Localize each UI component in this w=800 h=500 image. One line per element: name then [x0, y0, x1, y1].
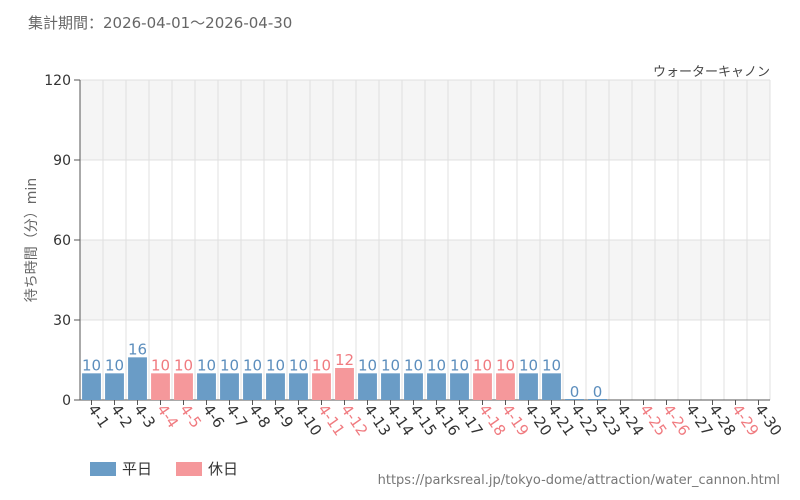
x-tick-label: 4-5	[176, 401, 205, 431]
bar-value-label: 10	[174, 356, 193, 374]
chart-legend: 平日 休日	[90, 458, 262, 479]
x-tick-label: 4-3	[130, 401, 159, 431]
legend-swatch-holiday	[176, 461, 203, 476]
bar-value-label: 10	[312, 356, 331, 374]
bar	[82, 373, 101, 400]
bar	[427, 373, 446, 400]
x-tick-label: 4-2	[107, 401, 136, 431]
x-tick-label: 4-8	[245, 401, 274, 431]
bar-value-label: 0	[593, 383, 603, 401]
bar	[450, 373, 469, 400]
bar	[289, 373, 308, 400]
bar	[381, 373, 400, 400]
bar	[496, 373, 515, 400]
bar	[565, 399, 584, 400]
bar	[105, 373, 124, 400]
bar	[151, 373, 170, 400]
y-axis-title: 待ち時間（分）min	[24, 178, 40, 302]
x-tick-label: 4-4	[153, 401, 182, 431]
bar	[519, 373, 538, 400]
bar-value-label: 10	[450, 356, 469, 374]
legend-label-holiday: 休日	[208, 460, 239, 478]
attraction-name: ウォーターキャノン	[652, 65, 770, 80]
bar	[243, 373, 262, 400]
x-tick-label: 4-1	[84, 401, 113, 431]
bar	[473, 373, 492, 400]
bar	[266, 373, 285, 400]
y-tick-label: 120	[44, 73, 71, 89]
bar	[220, 373, 239, 400]
bar-value-label: 10	[542, 356, 561, 374]
bar	[358, 373, 377, 400]
period-label: 集計期間：2026-04-01〜2026-04-30	[28, 14, 293, 32]
x-tick-label: 4-7	[222, 401, 251, 431]
bar	[542, 373, 561, 400]
bar	[404, 373, 423, 400]
legend-label-weekday: 平日	[122, 460, 153, 478]
y-tick-label: 60	[53, 233, 71, 249]
bar-value-label: 10	[473, 356, 492, 374]
x-tick-label: 4-9	[268, 401, 297, 431]
legend-swatch-weekday	[90, 461, 116, 476]
bar-value-label: 10	[404, 356, 423, 374]
bar	[197, 373, 216, 400]
x-tick-label: 4-6	[199, 401, 228, 431]
bar-value-label: 10	[496, 356, 515, 374]
bar-value-label: 10	[519, 356, 538, 374]
bar-value-label: 16	[128, 340, 147, 358]
bar-value-label: 10	[381, 356, 400, 374]
bar-value-label: 10	[151, 356, 170, 374]
bar-value-label: 10	[289, 356, 308, 374]
source-url[interactable]: https://parksreal.jp/tokyo-dome/attracti…	[377, 473, 780, 488]
y-tick-label: 90	[53, 153, 71, 169]
legend-item-weekday: 平日	[90, 458, 152, 479]
bar-value-label: 10	[82, 356, 101, 374]
bar-value-label: 10	[358, 356, 377, 374]
bar-value-label: 10	[197, 356, 216, 374]
bar-value-label: 0	[570, 383, 580, 401]
bar	[335, 368, 354, 400]
bar	[312, 373, 331, 400]
legend-item-holiday: 休日	[176, 458, 238, 479]
bar	[174, 373, 193, 400]
bar-value-label: 10	[105, 356, 124, 374]
bar	[128, 357, 147, 400]
bar-value-label: 10	[220, 356, 239, 374]
bar-value-label: 12	[335, 351, 354, 369]
y-tick-label: 30	[53, 313, 71, 329]
bar-value-label: 10	[243, 356, 262, 374]
y-tick-label: 0	[62, 393, 71, 409]
bar-value-label: 10	[266, 356, 285, 374]
bar-value-label: 10	[427, 356, 446, 374]
bar	[588, 399, 607, 400]
